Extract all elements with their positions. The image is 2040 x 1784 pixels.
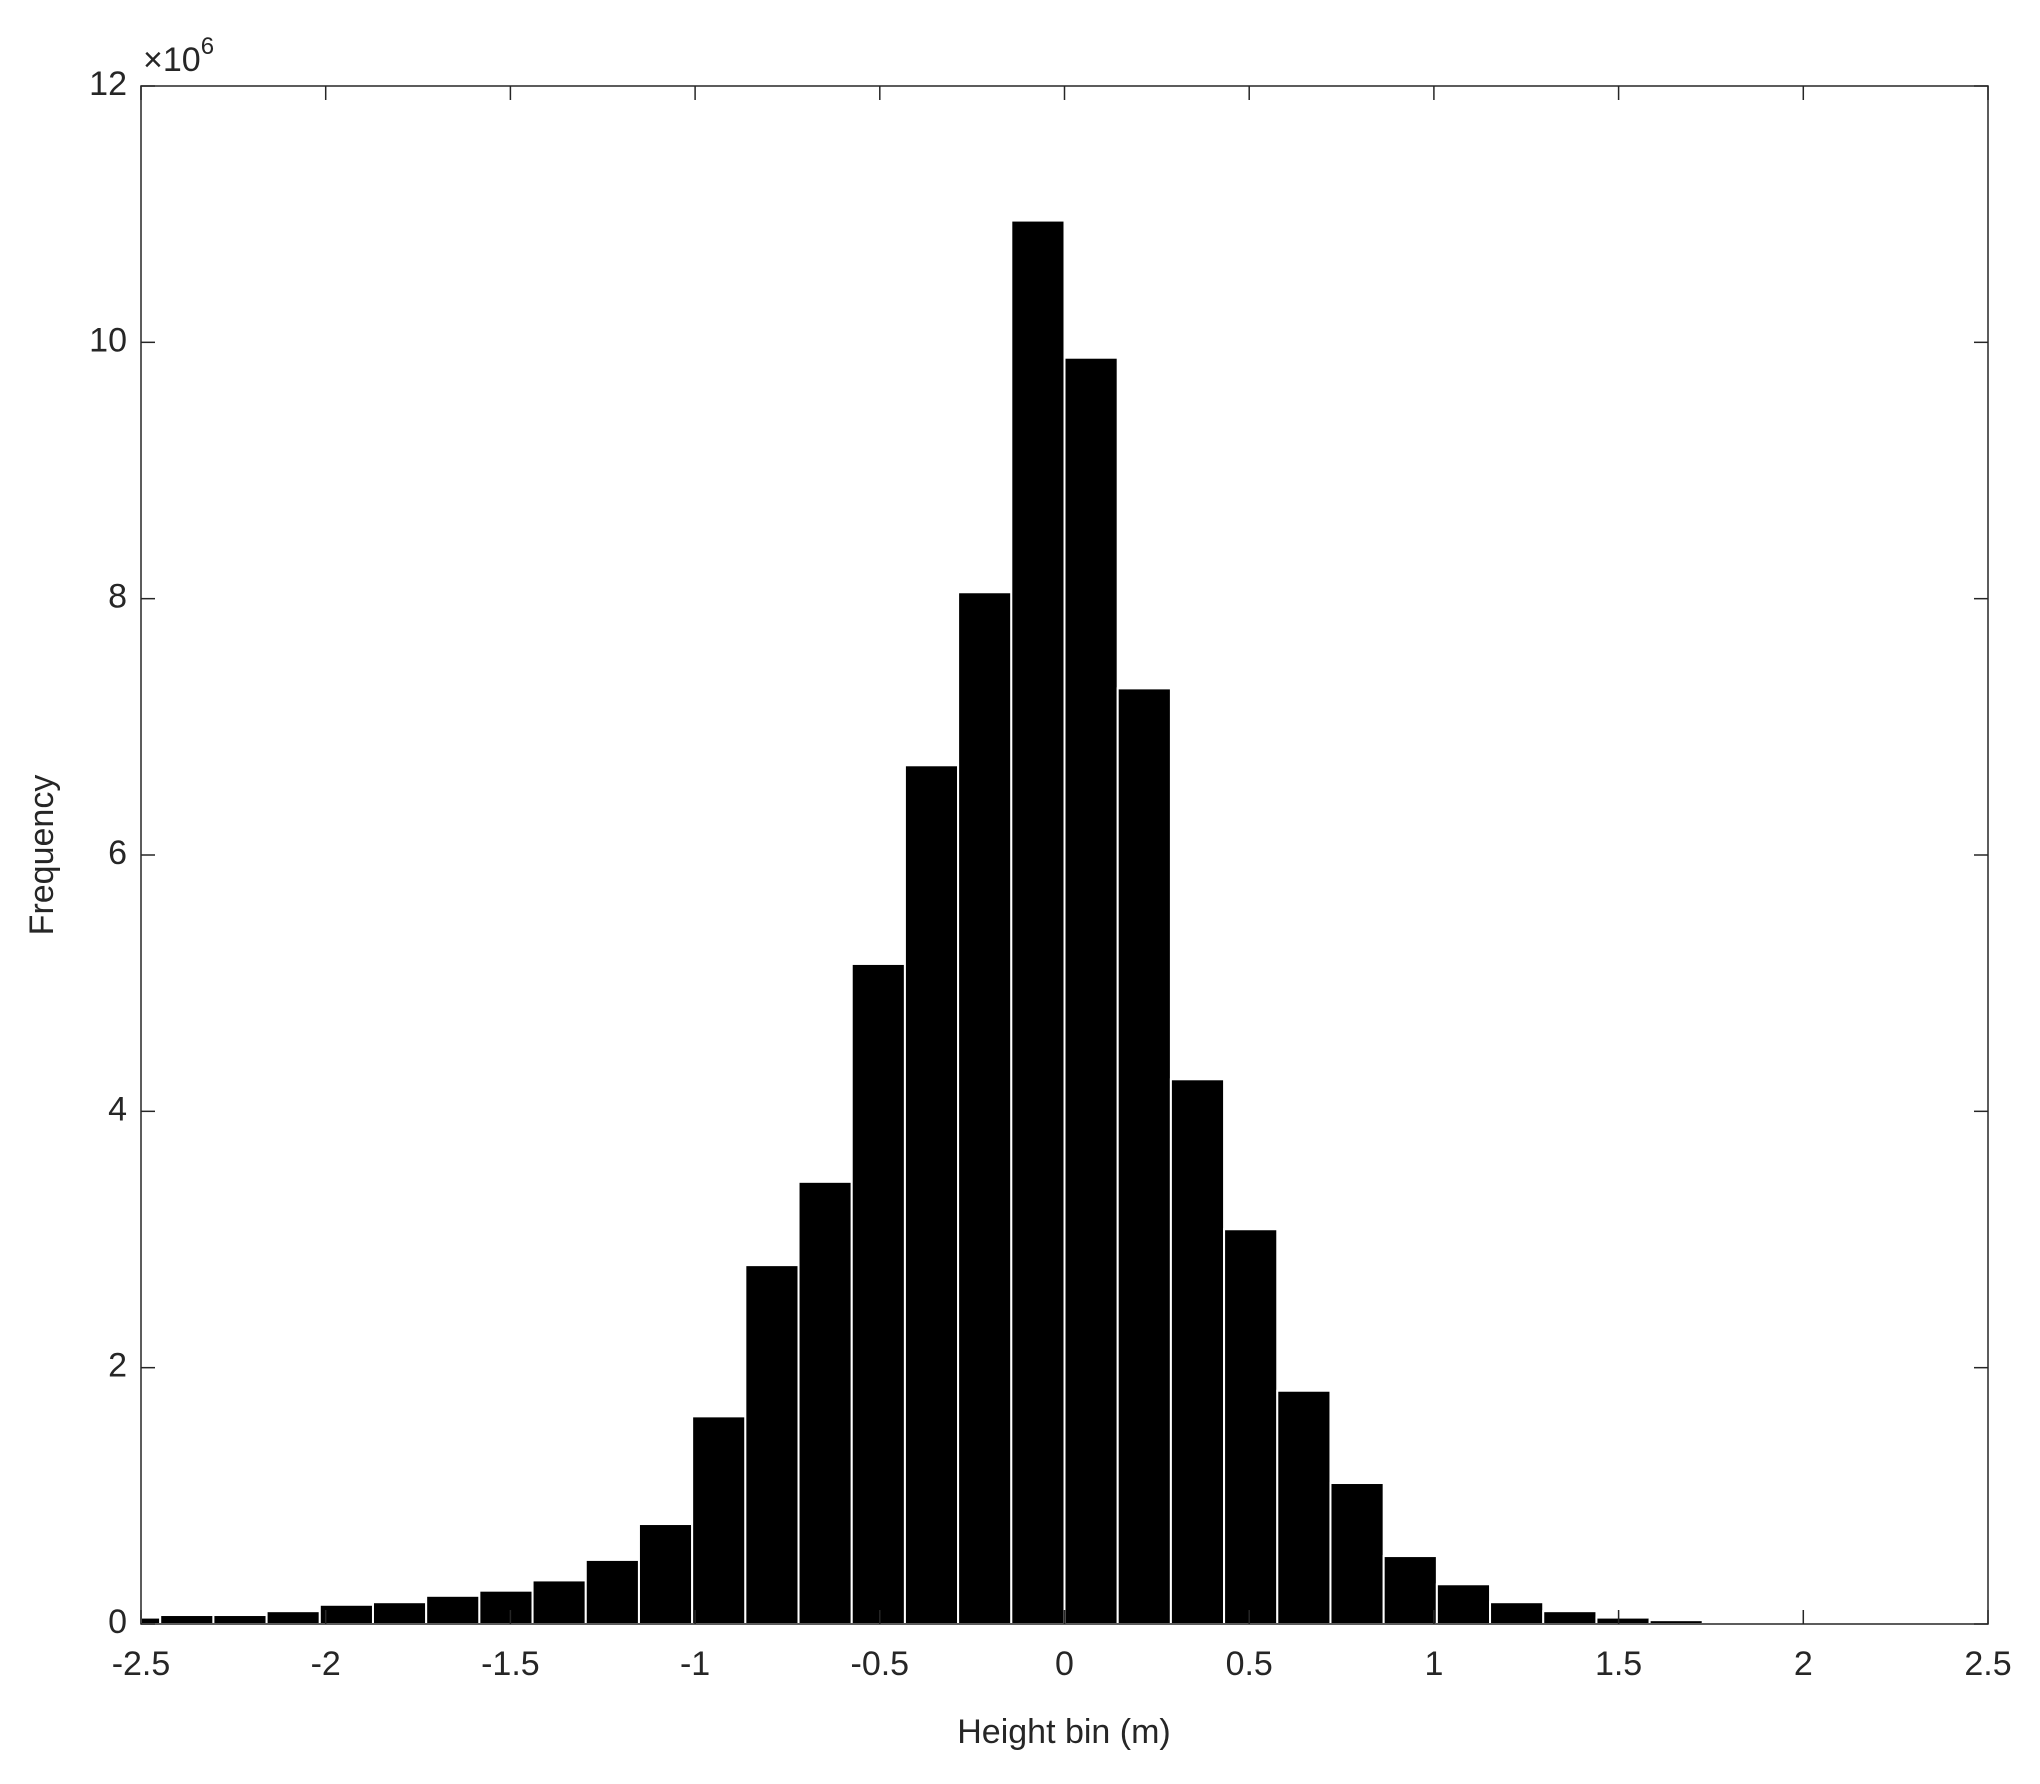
y-multiplier-exponent: 6 — [201, 33, 214, 60]
bar — [265, 1610, 321, 1626]
y-tick-label: 6 — [108, 834, 127, 872]
x-tick-label: -1 — [680, 1645, 710, 1683]
y-axis-label: Frequency — [23, 775, 61, 936]
bar — [903, 764, 960, 1625]
bar — [371, 1601, 428, 1626]
y-tick-label: 2 — [108, 1347, 127, 1385]
x-tick-label: -2.5 — [112, 1645, 171, 1683]
x-tick-label: -1.5 — [481, 1645, 540, 1683]
bar — [797, 1180, 853, 1625]
x-tick-label: -2 — [311, 1645, 341, 1683]
bar — [637, 1523, 694, 1626]
bar — [1223, 1228, 1279, 1626]
x-axis-label: Height bin (m) — [957, 1713, 1171, 1751]
bar — [1329, 1482, 1385, 1626]
y-tick-label: 12 — [89, 65, 127, 103]
bar — [212, 1614, 268, 1625]
y-tick-label: 0 — [108, 1603, 127, 1641]
bar — [584, 1558, 640, 1625]
bar — [425, 1594, 481, 1626]
bar — [531, 1579, 587, 1626]
y-multiplier-base: ×10 — [143, 41, 201, 79]
bar — [691, 1415, 747, 1625]
bar — [1489, 1601, 1545, 1626]
bar — [1276, 1389, 1332, 1626]
x-tick-label: -0.5 — [851, 1645, 910, 1683]
x-tick-label: 2 — [1794, 1645, 1813, 1683]
x-tick-label: 0.5 — [1226, 1645, 1273, 1683]
bar — [318, 1603, 374, 1626]
x-tick-label: 0 — [1055, 1645, 1074, 1683]
bar — [744, 1264, 800, 1625]
y-tick-label: 10 — [89, 321, 127, 359]
y-tick-label: 8 — [108, 578, 127, 616]
x-tick-label: 1.5 — [1595, 1645, 1642, 1683]
bar — [1382, 1555, 1438, 1625]
bar — [1595, 1616, 1651, 1626]
x-tick-label: 2.5 — [1964, 1645, 2011, 1683]
bar — [1435, 1583, 1492, 1625]
bar — [1063, 356, 1119, 1625]
y-tick-label: 4 — [108, 1090, 127, 1128]
bar — [1116, 687, 1172, 1625]
bar — [957, 591, 1013, 1626]
bar — [159, 1614, 215, 1625]
bar — [140, 1616, 162, 1626]
y-multiplier: ×106 — [143, 33, 214, 79]
bar — [478, 1589, 534, 1625]
bar — [850, 962, 906, 1625]
bar — [1010, 219, 1066, 1626]
x-tick-label: 1 — [1424, 1645, 1443, 1683]
bar — [1542, 1610, 1598, 1626]
bar — [1169, 1078, 1226, 1625]
